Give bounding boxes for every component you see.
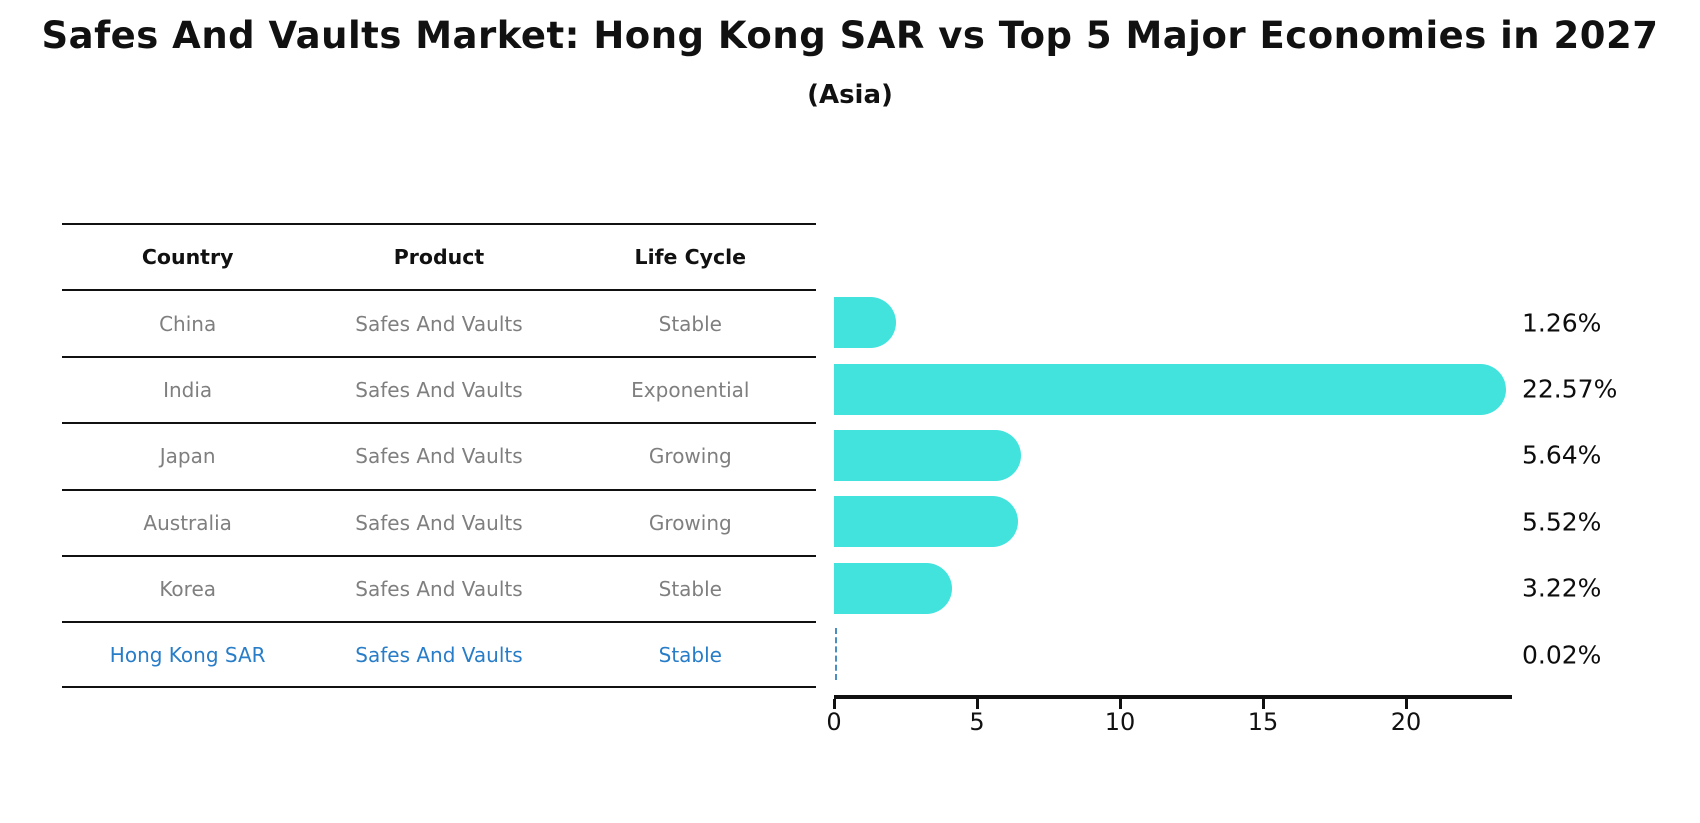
cell-product: Safes And Vaults bbox=[355, 510, 523, 535]
cell-product: Safes And Vaults bbox=[355, 642, 523, 667]
x-axis-tick bbox=[975, 698, 979, 709]
table-row: India Safes And Vaults Exponential bbox=[62, 355, 816, 422]
bar-india bbox=[834, 363, 1506, 415]
value-label-china: 1.26% bbox=[1522, 308, 1602, 338]
cell-product: Safes And Vaults bbox=[355, 577, 523, 602]
country-table: Country Product Life Cycle China Safes And V… bbox=[62, 223, 816, 688]
cell-product: Safes And Vaults bbox=[355, 311, 523, 336]
table-row: China Safes And Vaults Stable bbox=[62, 289, 816, 355]
column-header-country: Country bbox=[141, 245, 234, 270]
bar-korea bbox=[834, 562, 953, 614]
cell-country: China bbox=[159, 311, 217, 336]
table-header-row: Country Product Life Cycle bbox=[62, 223, 816, 289]
table-row: Hong Kong SAR Safes And Vaults Stable bbox=[62, 621, 816, 688]
value-label-australia: 5.52% bbox=[1522, 507, 1602, 537]
x-axis-tick-label: 20 bbox=[1390, 708, 1422, 736]
x-axis-tick-label: 15 bbox=[1247, 708, 1279, 736]
value-label-india: 22.57% bbox=[1522, 374, 1618, 404]
cell-life-cycle: Exponential bbox=[631, 377, 750, 402]
chart-title: Safes And Vaults Market: Hong Kong SAR v… bbox=[41, 14, 1659, 57]
table-row: Korea Safes And Vaults Stable bbox=[62, 554, 816, 621]
x-axis-tick bbox=[1118, 698, 1122, 709]
x-axis-tick bbox=[1404, 698, 1408, 709]
bar-japan bbox=[834, 429, 1022, 481]
x-axis-tick bbox=[1261, 698, 1265, 709]
cell-life-cycle: Growing bbox=[648, 510, 732, 535]
table-row: Australia Safes And Vaults Growing bbox=[62, 488, 816, 555]
value-label-japan: 5.64% bbox=[1522, 440, 1602, 470]
cell-country: Korea bbox=[159, 577, 217, 602]
value-label-hong-kong-sar: 0.02% bbox=[1522, 640, 1602, 670]
x-axis-tick-label: 5 bbox=[969, 708, 985, 736]
column-header-product: Product bbox=[393, 245, 485, 270]
cell-country: Hong Kong SAR bbox=[109, 642, 266, 667]
bar-australia bbox=[834, 496, 1018, 548]
x-axis-line bbox=[834, 695, 1512, 699]
cell-life-cycle: Stable bbox=[658, 642, 722, 667]
cell-life-cycle: Stable bbox=[658, 577, 722, 602]
cell-country: Australia bbox=[143, 510, 232, 535]
x-axis-tick-label: 0 bbox=[826, 708, 842, 736]
cell-country: Japan bbox=[159, 444, 216, 469]
cell-product: Safes And Vaults bbox=[355, 444, 523, 469]
table-row: Japan Safes And Vaults Growing bbox=[62, 422, 816, 488]
cell-product: Safes And Vaults bbox=[355, 377, 523, 402]
bar-china bbox=[834, 297, 897, 349]
x-axis-tick-label: 10 bbox=[1104, 708, 1136, 736]
x-axis-tick bbox=[832, 698, 836, 709]
cell-life-cycle: Stable bbox=[658, 311, 722, 336]
bar-hong-kong-sar bbox=[834, 628, 837, 681]
value-label-korea: 3.22% bbox=[1522, 573, 1602, 603]
chart-subtitle: (Asia) bbox=[807, 80, 893, 110]
cell-life-cycle: Growing bbox=[648, 444, 732, 469]
cell-country: India bbox=[163, 377, 213, 402]
column-header-life-cycle: Life Cycle bbox=[634, 245, 747, 270]
